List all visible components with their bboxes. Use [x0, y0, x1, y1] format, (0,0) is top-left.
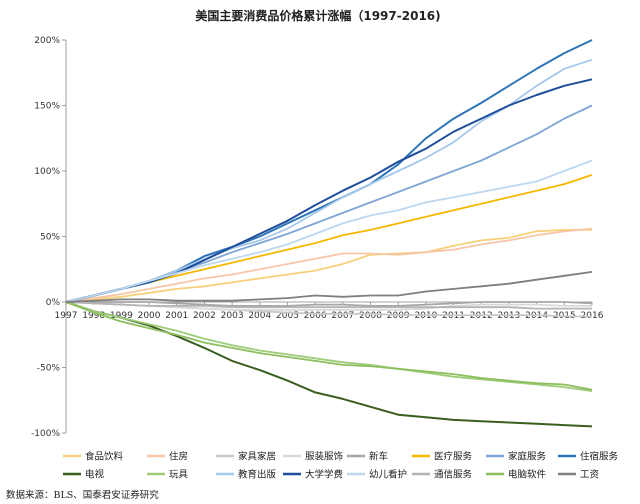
x-tick-label: 2004: [248, 311, 271, 321]
y-tick-label: 150%: [34, 102, 60, 112]
legend-label-2: 家具家居: [238, 451, 276, 463]
x-tick-label: 2000: [138, 311, 161, 321]
y-tick-label: 0%: [46, 298, 61, 308]
y-tick-label: 100%: [34, 167, 60, 177]
series-line-0: [65, 228, 592, 303]
legend-label-13: 通信服务: [434, 469, 473, 481]
y-tick-label: -100%: [31, 429, 60, 439]
y-axis: -100% -50% 0% 50% 100% 150% 200%: [31, 36, 67, 439]
legend-label-5: 医疗服务: [434, 451, 473, 463]
series-lines: [65, 39, 593, 428]
series-line-9: [65, 301, 593, 392]
series-line-1: [65, 227, 593, 303]
x-tick-label: 2008: [359, 311, 382, 321]
series-line-13: [65, 301, 592, 310]
series-line-10: [65, 58, 593, 303]
legend-label-11: 大学学费: [305, 469, 343, 481]
series-line-4: [66, 301, 593, 307]
x-tick-label: 2006: [304, 311, 327, 321]
legend-label-4: 新车: [369, 451, 388, 463]
x-tick-label: 2005: [276, 311, 299, 321]
legend-label-1: 住房: [169, 451, 188, 463]
y-tick-label: 50%: [40, 233, 60, 243]
legend-label-14: 电脑软件: [508, 469, 547, 481]
chart-title: 美国主要消费品价格累计涨幅（1997-2016): [195, 8, 440, 23]
legend-label-10: 教育出版: [238, 469, 277, 481]
legend-label-8: 电视: [85, 469, 105, 481]
source-note: 数据来源：BLS、国泰君安证券研究: [6, 490, 159, 501]
x-tick-label: 1997: [55, 311, 78, 321]
legend-label-9: 玩具: [169, 470, 189, 481]
y-tick-label: -50%: [37, 364, 61, 374]
legend-label-12: 幼儿看护: [369, 469, 407, 481]
legend-label-15: 工资: [580, 470, 600, 481]
legend-label-6: 家庭服务: [508, 451, 547, 463]
series-line-8: [65, 301, 593, 428]
x-tick-label: 1999: [110, 311, 133, 321]
x-tick-label: 2016: [581, 311, 604, 321]
series-line-15: [65, 271, 593, 303]
series-line-14: [65, 301, 593, 391]
x-tick-label: 2001: [165, 311, 188, 321]
x-tick-label: 2002: [193, 311, 216, 321]
x-tick-label: 2007: [331, 311, 354, 321]
series-line-7: [65, 39, 593, 303]
x-tick-label: 2003: [221, 311, 244, 321]
legend-label-0: 食品饮料: [85, 451, 124, 463]
x-tick-label: 1998: [82, 311, 105, 321]
series-line-12: [65, 159, 593, 303]
legend-label-3: 服装服饰: [305, 451, 343, 463]
y-tick-label: 200%: [34, 36, 60, 46]
series-line-11: [65, 78, 593, 303]
legend-label-7: 住宿服务: [580, 451, 619, 463]
